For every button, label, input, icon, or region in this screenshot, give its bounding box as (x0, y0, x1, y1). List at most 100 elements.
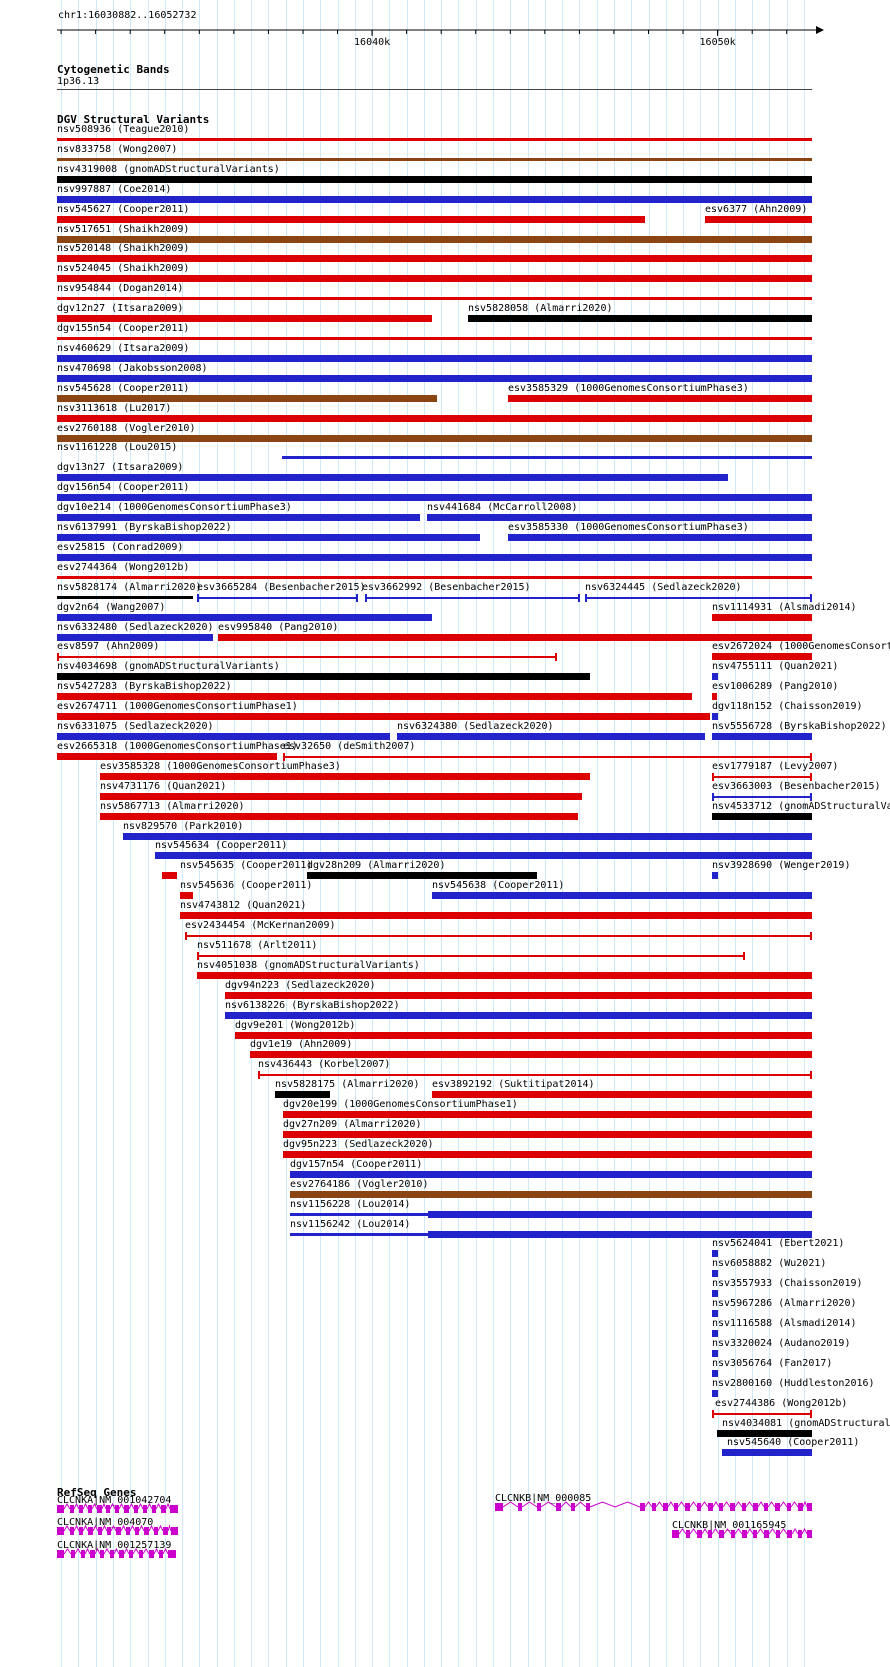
variant-label[interactable]: nsv4743812 (Quan2021) (180, 900, 307, 912)
variant-label[interactable]: dgv157n54 (Cooper2011) (290, 1158, 423, 1170)
variant-label[interactable]: nsv545628 (Cooper2011) (57, 382, 190, 394)
variant-label[interactable]: dgv156n54 (Cooper2011) (57, 482, 190, 494)
variant-bar[interactable] (705, 215, 812, 223)
variant-bar[interactable] (283, 1131, 812, 1138)
variant-label[interactable]: nsv5828174 (Almarri2020) (57, 581, 202, 593)
variant-bar[interactable] (162, 872, 177, 880)
variant-label[interactable]: nsv545635 (Cooper2011) (180, 860, 313, 872)
variant-bar[interactable] (290, 1170, 812, 1178)
variant-label[interactable]: dgv118n152 (Chaisson2019) (712, 701, 863, 713)
variant-bar[interactable] (365, 596, 580, 599)
variant-label[interactable]: esv8597 (Ahn2009) (57, 641, 160, 653)
variant-bar[interactable] (250, 1051, 812, 1059)
variant-label[interactable]: nsv5427283 (ByrskaBishop2022) (57, 681, 232, 693)
variant-bar[interactable] (57, 354, 812, 362)
variant-label[interactable]: esv2434454 (McKernan2009) (185, 920, 336, 931)
variant-label[interactable]: esv2744364 (Wong2012b) (57, 561, 190, 573)
variant-bar[interactable] (712, 1389, 718, 1397)
variant-bar[interactable] (712, 693, 717, 701)
variant-label[interactable]: nsv436443 (Korbel2007) (258, 1059, 391, 1071)
variant-label[interactable]: nsv1156228 (Lou2014) (290, 1198, 411, 1210)
variant-label[interactable]: nsv1161228 (Lou2015) (57, 442, 178, 454)
variant-bar[interactable] (432, 1091, 812, 1099)
variant-label[interactable]: nsv517651 (Shaikh2009) (57, 223, 190, 235)
variant-bar[interactable] (180, 892, 193, 900)
variant-label[interactable]: dgv1e19 (Ahn2009) (250, 1039, 353, 1051)
variant-bar[interactable] (712, 673, 718, 681)
variant-bar[interactable] (712, 1290, 718, 1298)
variant-label[interactable]: dgv28n209 (Almarri2020) (307, 860, 446, 872)
variant-label[interactable]: nsv6138226 (ByrskaBishop2022) (225, 999, 400, 1011)
variant-label[interactable]: nsv4755111 (Quan2021) (712, 661, 839, 673)
variant-label[interactable]: nsv6332480 (Sedlazeck2020) (57, 621, 214, 633)
variant-bar[interactable] (57, 315, 432, 323)
variant-label[interactable]: esv3585330 (1000GenomesConsortiumPhase3) (508, 522, 749, 533)
variant-bar[interactable] (717, 1429, 812, 1437)
variant-bar[interactable] (307, 872, 537, 880)
variant-label[interactable]: nsv4533712 (gnomADStructuralVariants) (712, 800, 890, 812)
variant-label[interactable]: esv6377 (Ahn2009) (705, 203, 808, 215)
variant-bar[interactable] (712, 1270, 718, 1278)
variant-bar[interactable] (432, 892, 812, 900)
variant-bar[interactable] (57, 656, 557, 659)
variant-label[interactable]: nsv6137991 (ByrskaBishop2022) (57, 522, 232, 533)
variant-label[interactable]: dgv2n64 (Wang2007) (57, 601, 166, 613)
variant-bar[interactable] (57, 693, 692, 701)
variant-label[interactable]: esv2764186 (Vogler2010) (290, 1178, 429, 1190)
variant-bar[interactable] (427, 514, 812, 522)
variant-bar[interactable] (185, 935, 812, 937)
variant-bar[interactable] (57, 195, 812, 203)
variant-label[interactable]: nsv6331075 (Sedlazeck2020) (57, 721, 214, 732)
variant-label[interactable]: esv3892192 (Suktitipat2014) (432, 1079, 595, 1091)
variant-bar[interactable] (197, 954, 745, 957)
variant-bar[interactable] (712, 733, 812, 740)
variant-label[interactable]: nsv545627 (Cooper2011) (57, 203, 190, 215)
variant-bar[interactable] (57, 157, 812, 161)
variant-bar[interactable] (428, 1210, 812, 1218)
variant-bar[interactable] (508, 394, 812, 402)
variant-bar[interactable] (225, 1011, 812, 1019)
variant-label[interactable]: esv3663003 (Besenbacher2015) (712, 780, 881, 792)
variant-label[interactable]: nsv5556728 (ByrskaBishop2022) (712, 721, 887, 732)
variant-bar[interactable] (57, 374, 812, 382)
variant-label[interactable]: dgv10e214 (1000GenomesConsortiumPhase3) (57, 502, 292, 514)
variant-label[interactable]: esv2672024 (1000GenomesConsortiumPhase3) (712, 641, 890, 653)
variant-bar[interactable] (57, 175, 812, 183)
variant-bar[interactable] (197, 971, 812, 979)
variant-bar[interactable] (57, 494, 812, 502)
variant-bar[interactable] (290, 1212, 428, 1216)
variant-bar[interactable] (712, 1369, 718, 1377)
variant-bar[interactable] (428, 1230, 812, 1238)
variant-label[interactable]: nsv508936 (Teague2010) (57, 124, 190, 135)
variant-bar[interactable] (57, 613, 432, 621)
variant-bar[interactable] (712, 775, 812, 778)
variant-bar[interactable] (57, 713, 710, 721)
variant-label[interactable]: nsv6324380 (Sedlazeck2020) (397, 721, 554, 732)
variant-bar[interactable] (225, 991, 812, 999)
variant-bar[interactable] (712, 613, 812, 621)
variant-bar[interactable] (57, 394, 437, 402)
gene-label[interactable]: CLCNKB|NM_001165945 (672, 1520, 787, 1531)
variant-label[interactable]: nsv6058882 (Wu2021) (712, 1258, 827, 1270)
variant-label[interactable]: esv2760188 (Vogler2010) (57, 422, 196, 434)
variant-bar[interactable] (712, 795, 812, 798)
variant-label[interactable]: nsv5828058 (Almarri2020) (468, 303, 613, 315)
variant-label[interactable]: nsv954844 (Dogan2014) (57, 283, 184, 295)
variant-label[interactable]: esv2665318 (1000GenomesConsortiumPhase1) (57, 740, 298, 752)
variant-bar[interactable] (100, 792, 582, 800)
variant-bar[interactable] (283, 755, 812, 758)
variant-bar[interactable] (57, 255, 812, 263)
variant-label[interactable]: nsv4034081 (gnomADStructuralVariants) (722, 1417, 890, 1429)
variant-label[interactable]: nsv5828175 (Almarri2020) (275, 1079, 420, 1091)
variant-label[interactable]: dgv13n27 (Itsara2009) (57, 462, 184, 474)
variant-label[interactable]: nsv524045 (Shaikh2009) (57, 263, 190, 275)
variant-label[interactable]: nsv3320024 (Audano2019) (712, 1337, 851, 1349)
variant-bar[interactable] (100, 812, 578, 820)
variant-bar[interactable] (123, 832, 812, 840)
variant-label[interactable]: nsv5967286 (Almarri2020) (712, 1298, 857, 1310)
variant-bar[interactable] (712, 1349, 718, 1357)
variant-label[interactable]: nsv1114931 (Alsmadi2014) (712, 601, 857, 613)
variant-bar[interactable] (57, 297, 812, 301)
variant-bar[interactable] (57, 235, 812, 243)
variant-bar[interactable] (397, 733, 705, 740)
